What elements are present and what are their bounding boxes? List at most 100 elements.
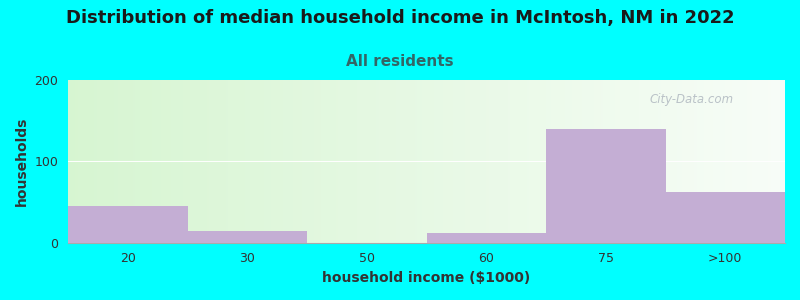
Bar	[501, 80, 503, 243]
Bar	[147, 80, 150, 243]
Bar	[613, 80, 615, 243]
Bar	[654, 80, 656, 243]
Bar	[782, 80, 785, 243]
Bar	[455, 80, 458, 243]
Bar	[114, 80, 116, 243]
Bar	[510, 80, 513, 243]
Bar	[718, 80, 721, 243]
Bar	[687, 80, 690, 243]
Bar	[381, 80, 383, 243]
Bar	[254, 80, 257, 243]
Bar	[570, 80, 572, 243]
Bar	[544, 80, 546, 243]
Bar	[582, 80, 584, 243]
Bar	[438, 80, 441, 243]
Bar	[673, 80, 675, 243]
Bar	[515, 80, 518, 243]
Bar	[78, 80, 80, 243]
Bar	[169, 80, 171, 243]
Bar	[434, 80, 436, 243]
Bar	[367, 80, 370, 243]
Bar	[322, 80, 324, 243]
Bar	[744, 80, 746, 243]
Bar	[494, 80, 496, 243]
Bar	[197, 80, 199, 243]
Bar	[152, 80, 154, 243]
Bar	[372, 80, 374, 243]
Bar	[594, 80, 596, 243]
Bar	[199, 80, 202, 243]
Text: City-Data.com: City-Data.com	[650, 93, 734, 106]
Bar	[699, 80, 702, 243]
Bar	[355, 80, 358, 243]
Bar	[360, 80, 362, 243]
Bar	[123, 80, 126, 243]
Bar	[479, 80, 482, 243]
Bar	[608, 80, 610, 243]
Bar	[668, 80, 670, 243]
Bar	[343, 80, 346, 243]
Bar	[87, 80, 90, 243]
Bar	[202, 80, 204, 243]
Bar	[513, 80, 515, 243]
Bar	[102, 80, 104, 243]
Bar	[211, 80, 214, 243]
Bar	[663, 80, 666, 243]
Bar	[194, 80, 197, 243]
Bar	[649, 80, 651, 243]
Bar	[85, 80, 87, 243]
Bar	[188, 230, 307, 243]
Bar	[756, 80, 758, 243]
Bar	[250, 80, 252, 243]
Bar	[376, 80, 378, 243]
Bar	[274, 80, 276, 243]
Bar	[278, 80, 281, 243]
Bar	[685, 80, 687, 243]
Bar	[537, 80, 539, 243]
Bar	[770, 80, 773, 243]
Bar	[446, 80, 448, 243]
Bar	[400, 80, 402, 243]
Bar	[407, 80, 410, 243]
Bar	[68, 80, 70, 243]
Bar	[639, 80, 642, 243]
Bar	[443, 80, 446, 243]
Bar	[706, 80, 709, 243]
Bar	[99, 80, 102, 243]
Bar	[565, 80, 567, 243]
Bar	[562, 80, 565, 243]
Bar	[183, 80, 186, 243]
Bar	[336, 80, 338, 243]
Bar	[675, 80, 678, 243]
Bar	[453, 80, 455, 243]
Bar	[520, 80, 522, 243]
Bar	[312, 80, 314, 243]
Bar	[610, 80, 613, 243]
Bar	[522, 80, 525, 243]
Bar	[138, 80, 140, 243]
Bar	[670, 80, 673, 243]
Bar	[176, 80, 178, 243]
Bar	[341, 80, 343, 243]
Y-axis label: households: households	[15, 117, 29, 206]
Bar	[749, 80, 751, 243]
Bar	[82, 80, 85, 243]
Bar	[678, 80, 680, 243]
Bar	[498, 80, 501, 243]
Bar	[584, 80, 586, 243]
Bar	[259, 80, 262, 243]
Bar	[97, 80, 99, 243]
Bar	[615, 80, 618, 243]
Bar	[477, 80, 479, 243]
Bar	[305, 80, 307, 243]
Bar	[508, 80, 510, 243]
Bar	[598, 80, 601, 243]
Bar	[596, 80, 598, 243]
Bar	[128, 80, 130, 243]
Bar	[424, 80, 426, 243]
Bar	[80, 80, 82, 243]
Bar	[118, 80, 121, 243]
Bar	[130, 80, 133, 243]
Bar	[422, 80, 424, 243]
Bar	[276, 80, 278, 243]
